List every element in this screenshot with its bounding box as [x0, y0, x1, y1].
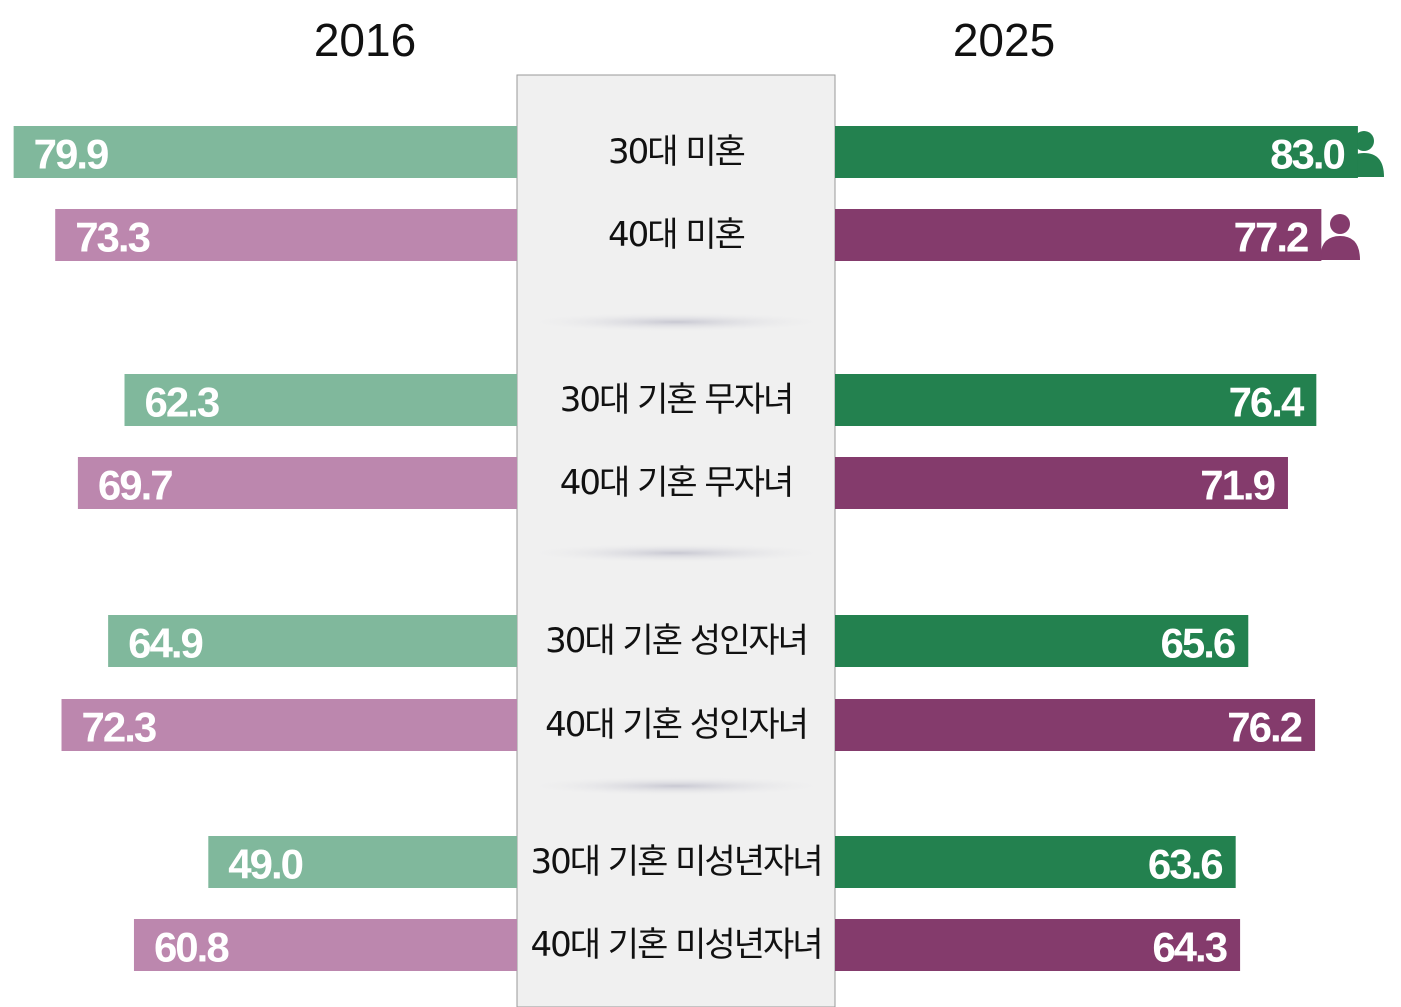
series-header: 2016 [314, 14, 416, 66]
value-label: 76.2 [1227, 704, 1301, 751]
bar [835, 126, 1358, 178]
category-label: 40대 미혼 [608, 215, 745, 255]
bar [124, 374, 517, 426]
value-label: 71.9 [1200, 462, 1274, 509]
category-label: 30대 기혼 무자녀 [560, 380, 793, 420]
series-header: 2025 [953, 14, 1055, 66]
bar [77, 457, 517, 509]
value-label: 73.3 [75, 214, 149, 261]
bar [13, 126, 517, 178]
value-label: 72.3 [82, 704, 156, 751]
bar [133, 919, 517, 971]
bar [835, 699, 1316, 751]
category-label: 40대 기혼 미성년자녀 [530, 925, 821, 965]
center-panel [516, 74, 836, 1007]
value-label: 76.4 [1229, 379, 1305, 426]
bar [835, 919, 1241, 971]
separator [521, 776, 831, 796]
category-label: 30대 기혼 성인자녀 [545, 621, 807, 661]
separator [521, 312, 831, 332]
bar [835, 836, 1236, 888]
bar [108, 615, 517, 667]
value-label: 62.3 [145, 379, 219, 426]
category-label: 40대 기혼 성인자녀 [545, 705, 807, 745]
bar [835, 615, 1249, 667]
category-label: 30대 기혼 미성년자녀 [530, 842, 821, 882]
value-label: 63.6 [1148, 841, 1222, 888]
separator [521, 543, 831, 563]
value-label: 69.7 [98, 462, 172, 509]
bar [835, 374, 1317, 426]
category-label: 30대 미혼 [608, 132, 745, 172]
bar [208, 836, 518, 888]
person-icon [1320, 214, 1360, 260]
value-label: 77.2 [1234, 214, 1308, 261]
bar [61, 699, 517, 751]
value-label: 49.0 [228, 841, 302, 888]
value-label: 83.0 [1270, 131, 1344, 178]
value-label: 65.6 [1161, 620, 1235, 667]
value-label: 79.9 [34, 131, 108, 178]
value-label: 64.3 [1152, 924, 1226, 971]
bar [835, 209, 1322, 261]
bar [835, 457, 1288, 509]
value-label: 60.8 [154, 924, 229, 971]
value-label: 64.9 [128, 620, 202, 667]
bar [55, 209, 518, 261]
category-label: 40대 기혼 무자녀 [560, 463, 793, 503]
